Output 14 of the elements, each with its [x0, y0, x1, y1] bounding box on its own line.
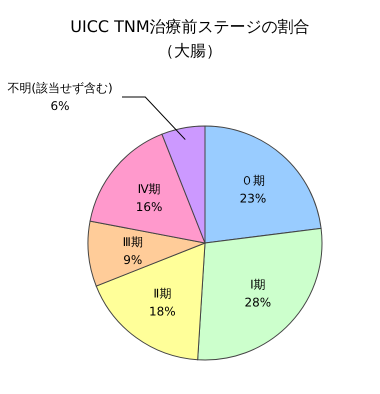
chart-subtitle: （大腸）: [158, 41, 222, 60]
data-label: 28%: [244, 296, 272, 310]
data-label: 9%: [123, 252, 142, 267]
slice-label: Ⅱ期: [153, 286, 172, 301]
slice-label: Ⅰ期: [250, 278, 266, 292]
slice-label: ０期: [240, 174, 265, 188]
slice-label: 不明(該当せず含む): [7, 81, 113, 95]
slice-label: Ⅳ期: [138, 182, 161, 196]
chart-title: UICC TNM治療前ステージの割合: [70, 17, 310, 36]
data-label: 16%: [136, 200, 162, 214]
data-label: 6%: [50, 99, 70, 113]
slice-label: Ⅲ期: [122, 234, 143, 249]
data-label: 18%: [149, 304, 176, 319]
data-label: 23%: [240, 192, 266, 206]
